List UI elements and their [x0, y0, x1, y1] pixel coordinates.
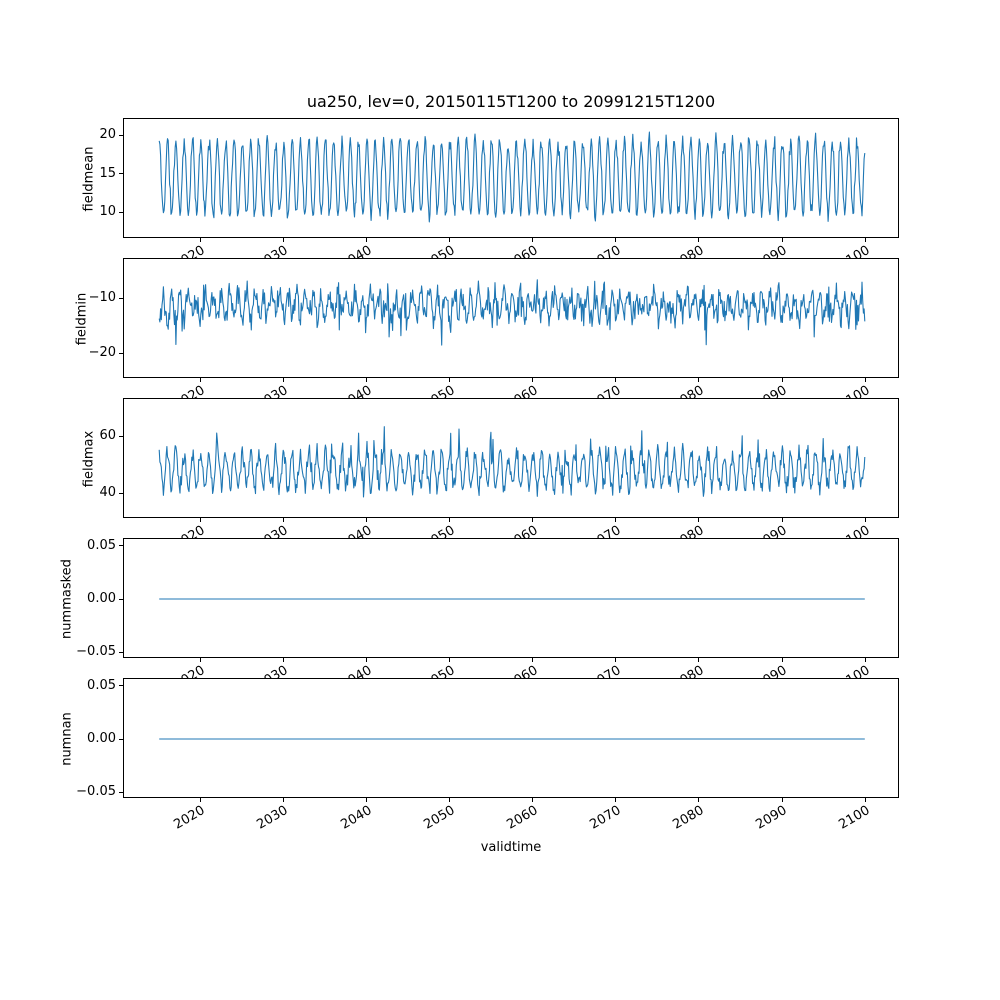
- y-tick-label: 0.05: [87, 537, 116, 553]
- x-tick-mark: [698, 378, 700, 382]
- x-tick-mark: [199, 238, 201, 242]
- line-plot-svg: [159, 598, 865, 600]
- y-tick-mark: [119, 791, 123, 793]
- x-tick-mark: [532, 518, 534, 522]
- x-tick-mark: [532, 378, 534, 382]
- x-axis-label: validtime: [480, 840, 542, 855]
- x-tick-mark: [199, 378, 201, 382]
- x-tick-mark: [864, 798, 866, 802]
- plot-series-line-fieldmin: [158, 279, 866, 346]
- y-tick-label: 0.00: [87, 591, 116, 606]
- x-tick-mark: [698, 798, 700, 802]
- y-tick-mark: [119, 651, 123, 653]
- x-tick-mark: [283, 798, 285, 802]
- plot-series-line-fieldmax: [158, 426, 866, 498]
- x-tick-mark: [199, 518, 201, 522]
- x-tick-mark: [449, 518, 451, 522]
- x-tick-mark: [449, 658, 451, 662]
- x-tick-mark: [615, 238, 617, 242]
- x-tick-mark: [366, 238, 368, 242]
- line-plot-svg: [158, 131, 866, 223]
- x-tick-mark: [698, 658, 700, 662]
- subplot-fieldmax: fieldmax 6040202020302040205020602070208…: [82, 398, 899, 553]
- x-tick-mark: [698, 518, 700, 522]
- line-plot-svg: [159, 738, 865, 740]
- x-tick-mark: [283, 658, 285, 662]
- x-tick-mark: [532, 238, 534, 242]
- x-tick-mark: [366, 658, 368, 662]
- y-tick-mark: [119, 435, 123, 437]
- y-tick-mark: [119, 598, 123, 600]
- x-tick-mark: [781, 658, 783, 662]
- x-tick-mark: [532, 798, 534, 802]
- x-tick-mark: [449, 238, 451, 242]
- y-tick-label: 0.05: [87, 677, 116, 693]
- x-tick-mark: [864, 658, 866, 662]
- y-tick-label: −10: [88, 290, 116, 306]
- subplot-nummasked: nummasked 0.050.00−0.0520202030204020502…: [59, 538, 899, 693]
- y-tick-mark: [119, 738, 123, 740]
- x-tick-mark: [615, 798, 617, 802]
- y-tick-label: −20: [88, 345, 116, 361]
- y-tick-label: 0.00: [87, 731, 116, 746]
- y-tick-label: 15: [99, 165, 116, 181]
- y-tick-mark: [119, 352, 123, 354]
- y-tick-mark: [119, 685, 123, 687]
- x-tick-mark: [283, 378, 285, 382]
- line-plot-svg: [158, 426, 866, 498]
- y-tick-mark: [119, 211, 123, 213]
- x-tick-mark: [864, 518, 866, 522]
- subplot-fieldmin: fieldmin −10−202020203020402050206020702…: [74, 258, 899, 413]
- y-tick-mark: [119, 297, 123, 299]
- subplot-numnan: numnan 0.05 0.00 −0.05 2020 2030 2040 2050 2060…: [59, 678, 899, 833]
- y-tick-label: −0.05: [76, 644, 116, 660]
- figure-title: ua250, lev=0, 20150115T1200 to 20991215T…: [306, 92, 716, 111]
- x-tick-mark: [698, 238, 700, 242]
- subplot-fieldmean: fieldmean 201510202020302040205020602070…: [82, 118, 899, 273]
- x-tick-mark: [283, 518, 285, 522]
- y-tick-label: 20: [99, 127, 116, 143]
- x-tick-mark: [366, 798, 368, 802]
- y-tick-label: 10: [99, 204, 116, 220]
- x-tick-mark: [283, 238, 285, 242]
- x-tick-mark: [366, 378, 368, 382]
- y-tick-mark: [119, 545, 123, 547]
- x-tick-mark: [781, 518, 783, 522]
- y-tick-label: −0.05: [76, 784, 116, 800]
- x-tick-mark: [449, 798, 451, 802]
- y-tick-label: 60: [99, 428, 116, 444]
- plot-series-line-fieldmean: [158, 131, 866, 223]
- x-tick-mark: [199, 798, 201, 802]
- x-tick-mark: [615, 658, 617, 662]
- y-tick-label: 40: [99, 485, 116, 501]
- x-tick-mark: [864, 238, 866, 242]
- y-tick-mark: [119, 492, 123, 494]
- x-tick-mark: [615, 518, 617, 522]
- y-tick-mark: [119, 134, 123, 136]
- x-tick-mark: [366, 518, 368, 522]
- line-plot-svg: [158, 279, 866, 346]
- x-tick-mark: [199, 658, 201, 662]
- x-tick-mark: [781, 798, 783, 802]
- x-tick-mark: [781, 378, 783, 382]
- x-tick-mark: [449, 378, 451, 382]
- x-tick-mark: [864, 378, 866, 382]
- x-tick-mark: [615, 378, 617, 382]
- x-tick-mark: [532, 658, 534, 662]
- x-tick-mark: [781, 238, 783, 242]
- y-tick-mark: [119, 173, 123, 175]
